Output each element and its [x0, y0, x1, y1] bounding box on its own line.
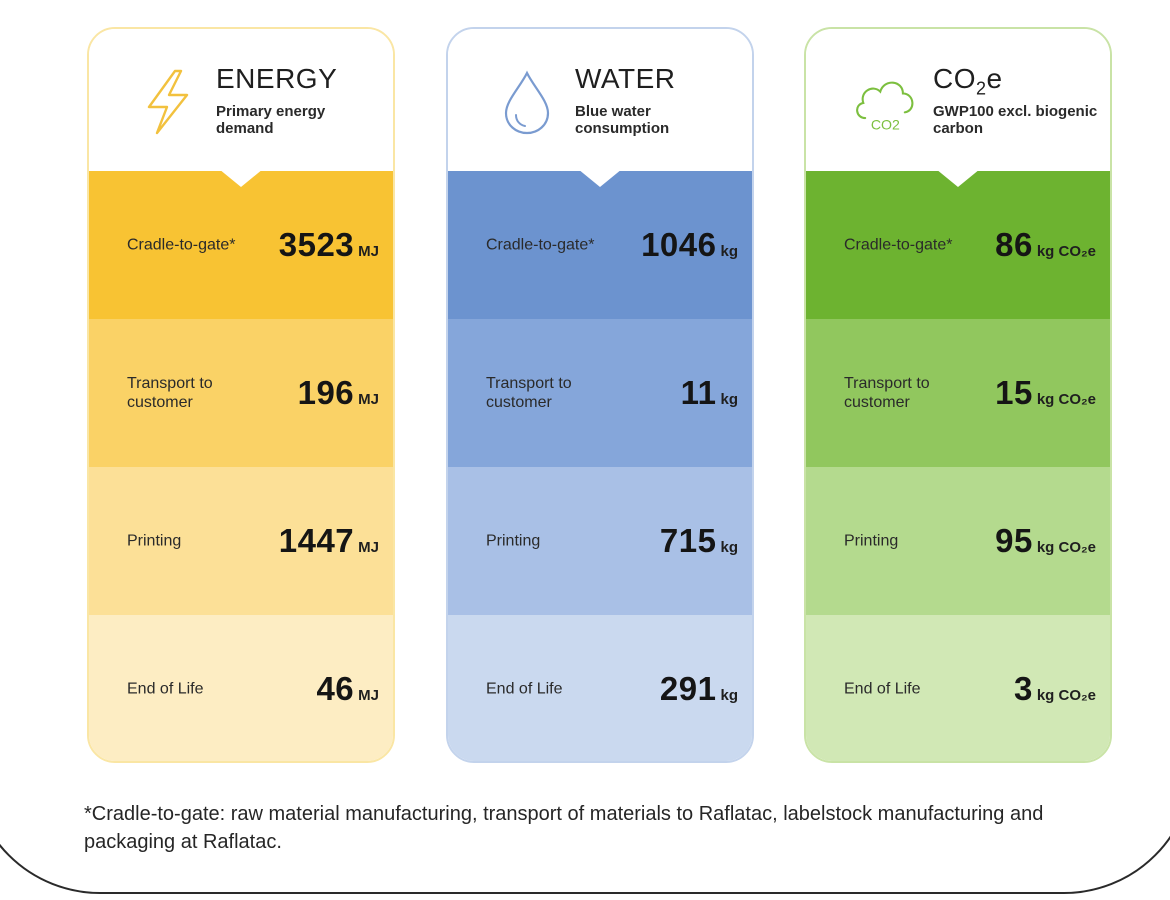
row-label: Cradle-to-gate* [486, 236, 595, 254]
water-subtitle: Blue water consumption [575, 103, 670, 137]
row-label: Printing [127, 532, 182, 550]
water-card: WATER Blue water consumption Cradle-to-g… [446, 27, 754, 763]
row-value: 291 kg [660, 670, 738, 708]
water-row-printing: Printing 715 kg [448, 467, 752, 615]
value-unit: MJ [358, 539, 379, 556]
row-label: Cradle-to-gate* [127, 236, 236, 254]
value-number: 291 [659, 670, 717, 707]
value-number: 15 [995, 374, 1033, 411]
value-number: 95 [995, 522, 1033, 559]
energy-card-header: ENERGY Primary energy demand [89, 29, 393, 187]
value-number: 1046 [641, 226, 717, 263]
row-value: 46 MJ [316, 670, 379, 708]
water-header-notch [578, 169, 622, 187]
value-number: 86 [995, 226, 1033, 263]
co2-card-header: CO2 CO2e GWP100 excl. biogenic carbon [806, 29, 1110, 187]
row-value: 715 kg [660, 522, 738, 560]
energy-row-cradle-to-gate: Cradle-to-gate* 3523 MJ [89, 171, 393, 319]
co2-row-end-of-life: End of Life 3 kg CO₂e [806, 615, 1110, 761]
row-label: Printing [486, 532, 541, 550]
lightning-bolt-icon [147, 69, 189, 135]
water-title: WATER [575, 63, 676, 94]
row-label: Cradle-to-gate* [844, 236, 953, 254]
row-label: Printing [844, 532, 899, 550]
energy-row-printing: Printing 1447 MJ [89, 467, 393, 615]
row-value: 1046 kg [641, 226, 738, 264]
co2-icon-text: CO2 [871, 116, 900, 132]
energy-row-end-of-life: End of Life 46 MJ [89, 615, 393, 761]
value-number: 11 [680, 374, 717, 411]
value-unit: kg [720, 539, 738, 556]
value-unit: kg [720, 243, 738, 260]
value-unit: kg CO₂e [1036, 539, 1096, 556]
row-label: End of Life [844, 680, 921, 698]
row-label: Transport to customer [844, 375, 930, 411]
energy-header-notch [219, 169, 263, 187]
co2-title: CO2e [933, 63, 1003, 100]
value-number: 196 [297, 374, 355, 411]
row-value: 3523 MJ [279, 226, 379, 264]
value-number: 3 [1013, 670, 1033, 707]
value-unit: kg CO₂e [1036, 391, 1096, 408]
row-value: 1447 MJ [279, 522, 379, 560]
energy-title: ENERGY [216, 63, 338, 94]
co2-title-subscript: 2 [976, 78, 987, 99]
co2-row-cradle-to-gate: Cradle-to-gate* 86 kg CO₂e [806, 171, 1110, 319]
row-label: Transport to customer [127, 375, 213, 411]
energy-subtitle: Primary energy demand [216, 103, 326, 137]
value-number: 46 [316, 670, 355, 707]
value-number: 715 [659, 522, 717, 559]
water-row-end-of-life: End of Life 291 kg [448, 615, 752, 761]
row-label: End of Life [127, 680, 204, 698]
water-card-header: WATER Blue water consumption [448, 29, 752, 187]
value-unit: kg CO₂e [1036, 687, 1096, 704]
co2-title-suffix: e [986, 63, 1003, 94]
water-drop-icon [504, 70, 550, 135]
row-label: End of Life [486, 680, 563, 698]
value-unit: kg CO₂e [1036, 243, 1096, 260]
value-unit: kg [720, 391, 738, 408]
water-row-cradle-to-gate: Cradle-to-gate* 1046 kg [448, 171, 752, 319]
value-unit: MJ [358, 243, 379, 260]
energy-card: ENERGY Primary energy demand Cradle-to-g… [87, 27, 395, 763]
row-value: 11 kg [681, 374, 738, 412]
value-unit: kg [720, 687, 738, 704]
co2-title-main: CO [933, 63, 976, 94]
row-value: 196 MJ [298, 374, 379, 412]
co2-subtitle: GWP100 excl. biogenic carbon [933, 103, 1098, 137]
value-number: 3523 [278, 226, 355, 263]
co2-card: CO2 CO2e GWP100 excl. biogenic carbon Cr… [804, 27, 1112, 763]
co2-cloud-icon: CO2 [856, 81, 914, 132]
co2-row-transport: Transport to customer 15 kg CO₂e [806, 319, 1110, 467]
co2-header-notch [936, 169, 980, 187]
footnote: *Cradle-to-gate: raw material manufactur… [84, 803, 1044, 853]
value-unit: MJ [358, 391, 379, 408]
water-row-transport: Transport to customer 11 kg [448, 319, 752, 467]
value-unit: MJ [358, 687, 379, 704]
row-value: 3 kg CO₂e [1014, 670, 1096, 708]
row-label: Transport to customer [486, 375, 572, 411]
row-value: 15 kg CO₂e [995, 374, 1096, 412]
value-number: 1447 [278, 522, 355, 559]
energy-row-transport: Transport to customer 196 MJ [89, 319, 393, 467]
row-value: 86 kg CO₂e [995, 226, 1096, 264]
row-value: 95 kg CO₂e [995, 522, 1096, 560]
co2-row-printing: Printing 95 kg CO₂e [806, 467, 1110, 615]
